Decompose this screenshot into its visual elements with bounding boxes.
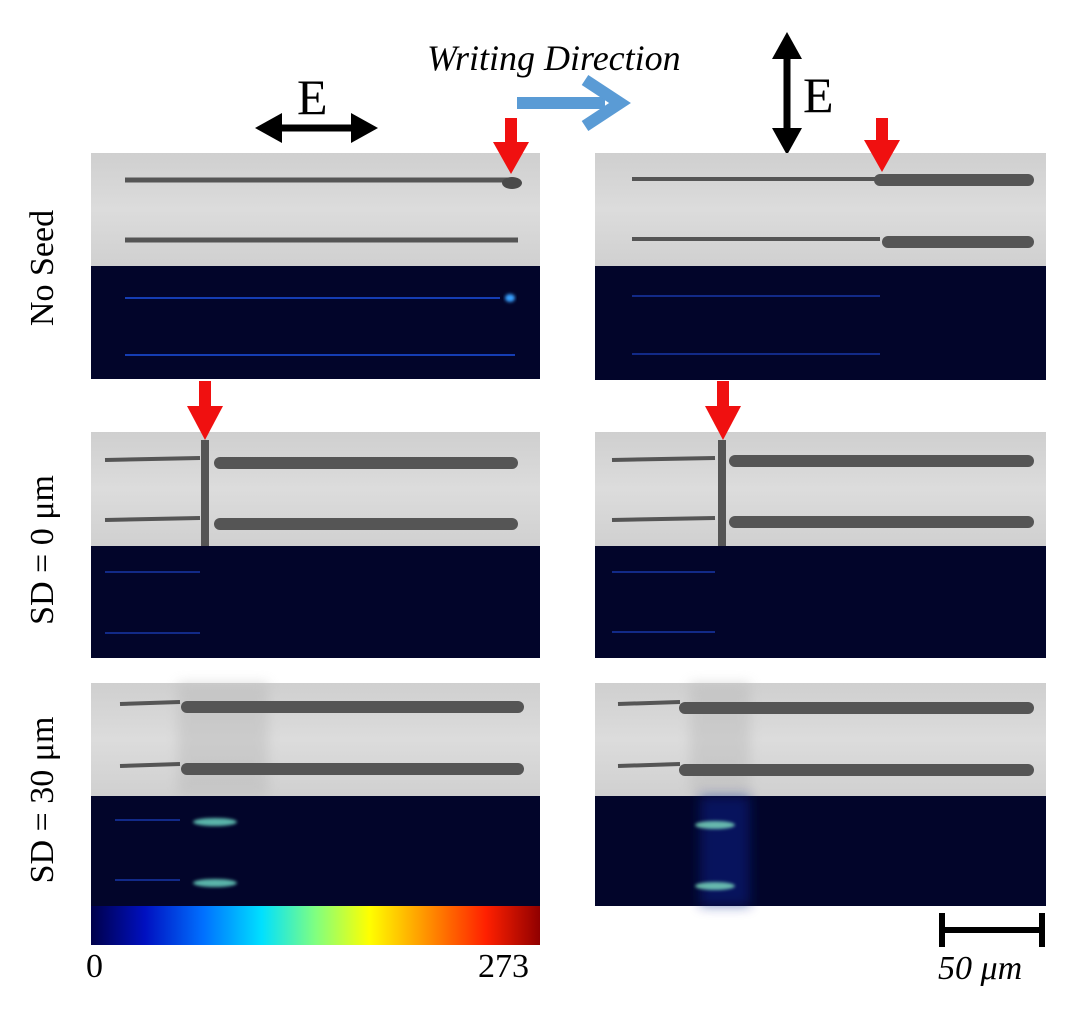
right-field-label: E	[803, 67, 834, 123]
panel-sd0-left	[91, 432, 540, 658]
panel-sd30-left	[91, 683, 540, 906]
colorbar-min-label: 0	[86, 948, 103, 985]
writing-direction-label: Writing Direction	[427, 38, 681, 78]
red-arrow-icon	[493, 118, 529, 174]
writing-direction-arrow-icon	[517, 74, 631, 132]
scalebar-label: 50 μm	[938, 950, 1023, 987]
colorbar-max-label: 273	[478, 948, 529, 985]
panel-no-seed-left	[91, 153, 540, 379]
vertical-field-arrow-icon	[772, 32, 802, 155]
left-field-label: E	[297, 69, 328, 125]
scalebar	[939, 913, 1045, 947]
red-arrow-icon	[864, 118, 900, 172]
red-arrow-icon	[187, 381, 223, 440]
panel-sd0-right	[595, 432, 1046, 658]
panel-no-seed-right	[595, 153, 1046, 380]
colorbar	[91, 906, 540, 945]
panel-sd30-right	[595, 683, 1046, 906]
horizontal-field-arrow-icon	[255, 113, 378, 143]
red-arrow-icon	[705, 381, 741, 440]
